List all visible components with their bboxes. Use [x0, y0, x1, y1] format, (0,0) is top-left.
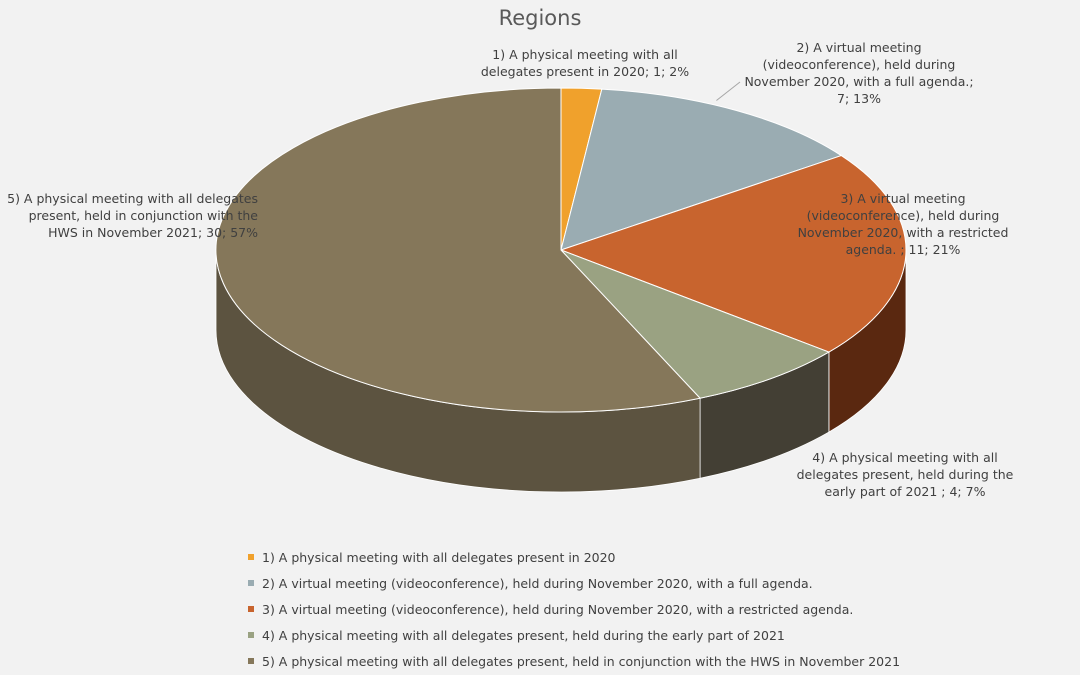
- legend-swatch-1: [248, 554, 254, 560]
- legend-item-3: 3) A virtual meeting (videoconference), …: [248, 596, 900, 622]
- data-label-1: 1) A physical meeting with all delegates…: [480, 47, 690, 79]
- pie-slice-3: [559, 155, 907, 353]
- legend-swatch-3: [248, 606, 254, 612]
- legend-label-5: 5) A physical meeting with all delegates…: [262, 653, 901, 669]
- legend-item-5: 5) A physical meeting with all delegates…: [248, 648, 900, 674]
- leader-line-2: [716, 81, 741, 101]
- pie-plot: [215, 81, 907, 493]
- data-label-5: 5) A physical meeting with all delegates…: [7, 191, 258, 240]
- legend-label-1: 1) A physical meeting with all delegates…: [262, 549, 616, 565]
- legend-label-2: 2) A virtual meeting (videoconference), …: [262, 575, 813, 591]
- legend: 1) A physical meeting with all delegates…: [248, 544, 900, 674]
- pie-slice-4: [560, 249, 831, 399]
- legend-label-3: 3) A virtual meeting (videoconference), …: [262, 601, 854, 617]
- pie-slice-2: [560, 88, 843, 251]
- data-label-3: 3) A virtual meeting (videoconference), …: [797, 191, 1009, 257]
- legend-swatch-2: [248, 580, 254, 586]
- legend-item-1: 1) A physical meeting with all delegates…: [248, 544, 900, 570]
- legend-item-4: 4) A physical meeting with all delegates…: [248, 622, 900, 648]
- data-label-4: 4) A physical meeting with all delegates…: [796, 450, 1014, 499]
- pie-slice-5: [215, 87, 702, 413]
- legend-swatch-5: [248, 658, 254, 664]
- data-label-2: 2) A virtual meeting (videoconference), …: [744, 40, 974, 106]
- legend-swatch-4: [248, 632, 254, 638]
- legend-label-4: 4) A physical meeting with all delegates…: [262, 627, 785, 643]
- legend-item-2: 2) A virtual meeting (videoconference), …: [248, 570, 900, 596]
- chart-title: Regions: [498, 6, 582, 30]
